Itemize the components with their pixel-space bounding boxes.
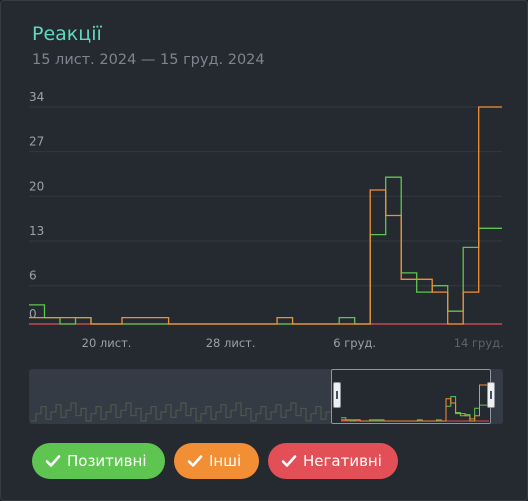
y-tick-label: 20 — [29, 179, 44, 193]
check-icon — [281, 455, 297, 467]
navigator-left-handle[interactable] — [333, 382, 341, 408]
check-icon — [45, 455, 61, 467]
card-title: Реакції — [32, 23, 102, 45]
legend-toggle-other[interactable]: Інші — [174, 443, 259, 479]
series-line-positive — [29, 176, 502, 325]
legend-toggle-negative[interactable]: Негативні — [268, 443, 398, 479]
x-tick-label: 14 груд. — [454, 336, 504, 350]
date-range: 15 лист. 2024 — 15 груд. 2024 — [32, 52, 265, 68]
legend-label-positive: Позитивні — [67, 452, 147, 470]
x-tick-label: 20 лист. — [82, 336, 132, 350]
navigator-mini-series — [341, 384, 489, 422]
navigator-selected-range[interactable] — [331, 369, 491, 424]
navigator-history-preview — [31, 402, 331, 422]
legend-label-other: Інші — [209, 452, 242, 470]
navigator-right-handle[interactable] — [487, 382, 495, 408]
series-line-other — [29, 106, 502, 325]
y-tick-label: 13 — [29, 224, 44, 238]
legend-label-negative: Негативні — [303, 452, 382, 470]
y-tick-label: 27 — [29, 135, 44, 149]
x-tick-label: 6 груд. — [333, 336, 376, 350]
check-icon — [187, 455, 203, 467]
x-tick-label: 28 лист. — [206, 336, 256, 350]
y-tick-label: 34 — [29, 90, 44, 104]
navigator-window — [331, 369, 491, 424]
legend: Позитивні Інші Негативні — [32, 443, 398, 479]
y-tick-label: 6 — [29, 269, 37, 283]
y-tick-label: 0 — [29, 307, 37, 321]
legend-toggle-positive[interactable]: Позитивні — [32, 443, 165, 479]
